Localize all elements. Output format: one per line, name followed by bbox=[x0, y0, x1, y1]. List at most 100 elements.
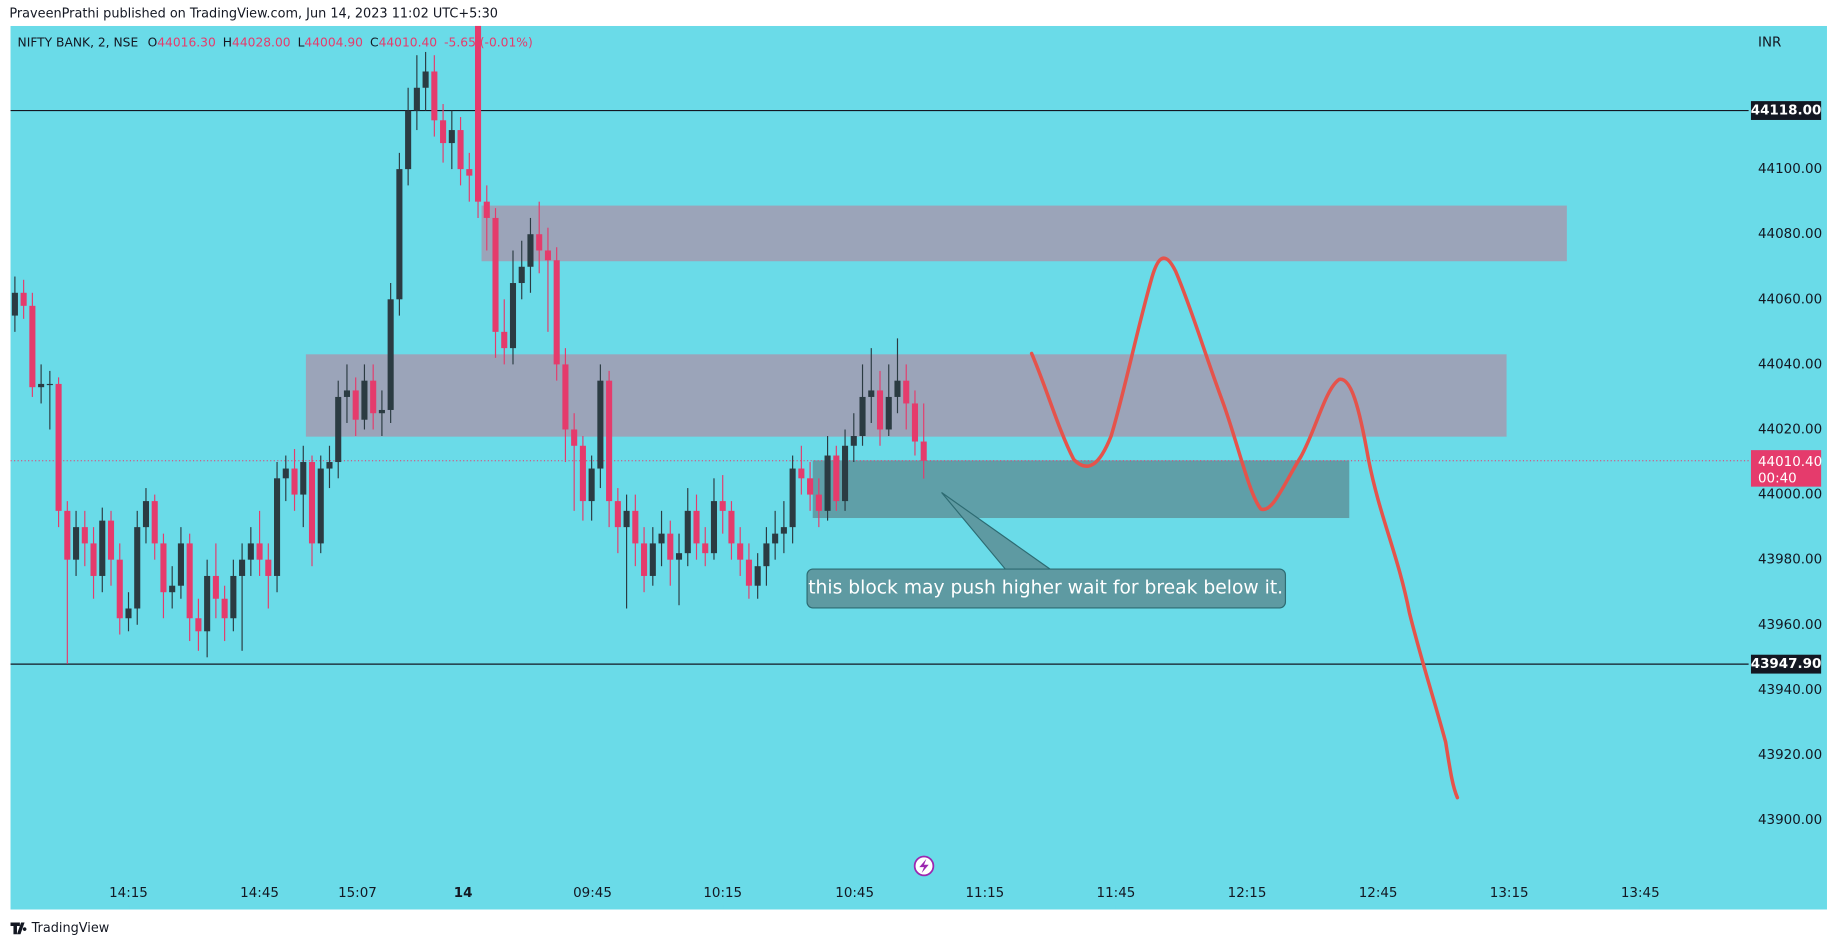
candle-body bbox=[833, 455, 840, 502]
candle-body bbox=[20, 292, 27, 306]
candle-body bbox=[29, 305, 36, 388]
x-tick-label: 11:15 bbox=[965, 885, 1004, 901]
change: -5.65 (-0.01%) bbox=[444, 35, 533, 49]
candle-body bbox=[702, 543, 709, 554]
candle-body bbox=[457, 130, 464, 170]
x-tick-label: 12:45 bbox=[1359, 885, 1398, 901]
candle-body bbox=[518, 266, 525, 284]
candle-body bbox=[125, 608, 132, 619]
candle-body bbox=[466, 169, 473, 176]
x-tick-label: 09:45 bbox=[573, 885, 612, 901]
candle-body bbox=[536, 234, 543, 251]
zone bbox=[481, 205, 1567, 262]
candle-body bbox=[807, 478, 814, 495]
last-price-label: 44010.40 bbox=[1758, 454, 1822, 470]
candle-body bbox=[859, 396, 866, 437]
candle-body bbox=[737, 543, 744, 560]
candle-body bbox=[597, 380, 604, 469]
candle-body bbox=[509, 283, 517, 349]
currency: INR bbox=[1758, 34, 1781, 50]
x-tick-label: 15:07 bbox=[338, 885, 377, 901]
x-tick-label: 13:45 bbox=[1621, 885, 1660, 901]
ohlc-legend: NIFTY BANK, 2, NSE O44016.30 H44028.00 L440… bbox=[18, 35, 533, 49]
x-tick-label: 14 bbox=[454, 885, 473, 901]
logo bbox=[10, 922, 27, 935]
candle-body bbox=[396, 169, 403, 300]
candle-body bbox=[868, 390, 875, 397]
candle-body bbox=[474, 22, 482, 202]
candle-body bbox=[370, 380, 377, 414]
countdown: 00:40 bbox=[1758, 470, 1797, 486]
candle-body bbox=[378, 409, 385, 414]
candle-body bbox=[73, 527, 80, 560]
x-tick-label: 14:15 bbox=[109, 885, 148, 901]
candle-body bbox=[448, 130, 455, 144]
field-key: C bbox=[370, 35, 379, 49]
candle-body bbox=[55, 383, 62, 511]
candle-body bbox=[413, 87, 420, 111]
candle-body bbox=[920, 441, 927, 461]
candle-body bbox=[544, 250, 551, 261]
zone bbox=[812, 460, 1350, 519]
field-value: 44004.90 bbox=[304, 35, 363, 49]
candle-body bbox=[99, 520, 106, 576]
candle-body bbox=[11, 292, 18, 316]
candle-body bbox=[675, 553, 683, 560]
candle-body bbox=[798, 468, 805, 479]
candle-body bbox=[911, 403, 919, 442]
x-tick-label: 12:15 bbox=[1228, 885, 1267, 901]
candle-body bbox=[107, 520, 115, 560]
candle-body bbox=[588, 468, 595, 502]
candle-body bbox=[492, 217, 499, 332]
field-value: 44028.00 bbox=[232, 35, 291, 49]
candle-body bbox=[361, 380, 368, 420]
y-tick-label: 43960.00 bbox=[1758, 617, 1822, 633]
candle-body bbox=[527, 234, 534, 267]
field-key: H bbox=[223, 35, 232, 49]
candle-body bbox=[326, 462, 333, 469]
field-value: 44016.30 bbox=[157, 35, 216, 49]
candle-body bbox=[571, 429, 578, 446]
candle-body bbox=[239, 559, 246, 576]
candle-body bbox=[274, 478, 281, 576]
candle-body bbox=[885, 396, 892, 430]
candle-body bbox=[710, 501, 718, 554]
candle-body bbox=[291, 468, 298, 495]
brand: TradingView bbox=[31, 921, 110, 936]
candle-body bbox=[562, 364, 569, 430]
field-key: O bbox=[148, 35, 158, 49]
candle-body bbox=[815, 494, 822, 511]
y-tick-label: 44000.00 bbox=[1758, 487, 1822, 503]
candle-body bbox=[282, 468, 289, 479]
candle-body bbox=[343, 390, 351, 397]
candle-body bbox=[667, 533, 674, 560]
candle-body bbox=[850, 436, 857, 446]
callout-box bbox=[806, 568, 1287, 609]
candle-body bbox=[719, 501, 726, 511]
y-tick-label: 43940.00 bbox=[1758, 682, 1822, 698]
candle-body bbox=[754, 566, 761, 586]
candle-body bbox=[265, 559, 272, 576]
x-tick-label: 10:45 bbox=[835, 885, 874, 901]
candle-body bbox=[789, 468, 796, 528]
y-tick-label: 44020.00 bbox=[1758, 421, 1822, 437]
bottom-bar bbox=[0, 909, 1834, 939]
field-key: L bbox=[298, 35, 305, 49]
publisher: PraveenPrathi published on TradingView.c… bbox=[9, 7, 498, 22]
field-value: 44010.40 bbox=[379, 35, 438, 49]
candle-body bbox=[142, 501, 150, 528]
candle-body bbox=[728, 510, 735, 544]
candle-body bbox=[431, 71, 438, 121]
last-price-box bbox=[1750, 450, 1822, 487]
candle-body bbox=[632, 510, 639, 544]
candle-body bbox=[247, 543, 254, 560]
y-tick-label: 43900.00 bbox=[1758, 812, 1822, 828]
forecast-drawing bbox=[1029, 256, 1460, 800]
candle-body bbox=[422, 71, 429, 88]
candle-body bbox=[64, 510, 71, 560]
y-tick-label: 44080.00 bbox=[1758, 226, 1822, 242]
candle-body bbox=[894, 380, 901, 397]
candle-body bbox=[116, 559, 123, 619]
candle-body bbox=[658, 533, 665, 544]
candle-body bbox=[684, 510, 691, 554]
